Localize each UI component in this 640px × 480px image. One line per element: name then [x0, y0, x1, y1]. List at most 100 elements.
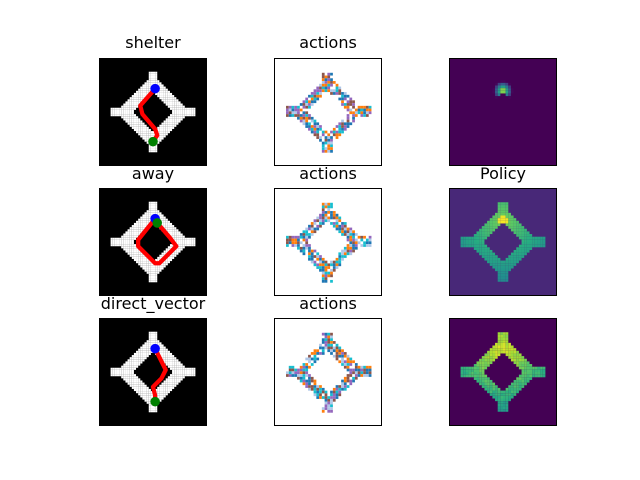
arena-cell [127, 99, 130, 102]
action-cell [330, 393, 333, 397]
value-cell [473, 377, 477, 380]
action-cell [310, 100, 314, 104]
action-cell [349, 374, 353, 377]
action-cell [313, 349, 317, 353]
arena-cell [159, 254, 162, 257]
action-cell [352, 114, 355, 117]
action-cell [324, 78, 328, 82]
action-cell [330, 338, 333, 342]
action-cell [321, 263, 325, 267]
arena-cell [112, 114, 115, 117]
action-cell [343, 94, 347, 98]
action-cell [346, 233, 350, 236]
action-cell [352, 246, 355, 250]
action-cell [330, 213, 333, 217]
arena-cell [131, 367, 134, 370]
action-cell [302, 368, 306, 372]
action-cell [316, 263, 320, 267]
arena-cell [172, 116, 175, 119]
action-cell [308, 224, 311, 228]
action-cell [313, 227, 317, 231]
value-cell [503, 345, 506, 349]
action-cell [360, 108, 364, 112]
action-cell [310, 376, 314, 380]
value-cell [542, 369, 546, 372]
action-cell [288, 371, 292, 375]
action-cell [349, 379, 353, 383]
value-cell [479, 239, 482, 242]
arena-cell [159, 256, 162, 259]
action-cell [330, 149, 333, 153]
action-cell [288, 108, 292, 112]
action-cell [332, 216, 336, 220]
value-cell [508, 88, 511, 91]
action-cell [305, 244, 309, 247]
arena-cell [121, 374, 124, 377]
value-cell [505, 406, 509, 410]
arena-cell [186, 237, 190, 240]
arena-cell [131, 101, 134, 104]
arena-cell [167, 378, 170, 381]
arena-cell [133, 126, 137, 129]
arena-cell [178, 361, 181, 364]
value-cell [495, 265, 498, 269]
action-cell [330, 352, 333, 355]
action-cell [324, 141, 328, 145]
arena-cell [127, 380, 130, 383]
value-cell [537, 374, 541, 378]
value-cell [518, 358, 522, 362]
value-cell [489, 390, 493, 394]
arena-cell [163, 395, 166, 398]
arena-cell [138, 254, 141, 257]
action-cell [308, 246, 311, 250]
arena-cell [155, 273, 158, 276]
arena-cell [159, 88, 162, 91]
value-cell [503, 82, 506, 86]
action-cell [316, 136, 320, 139]
arena-cell [142, 359, 145, 362]
arena-cell [189, 239, 192, 242]
action-cell [310, 363, 314, 366]
arena-cell [131, 365, 134, 368]
arena-cell [174, 107, 177, 110]
arena-cell [180, 233, 183, 236]
arena-cell [144, 395, 147, 398]
arena-cell [127, 120, 130, 123]
arena-cell [112, 242, 115, 245]
action-cell [324, 332, 328, 336]
arena-cell [127, 237, 130, 240]
arena-cell [176, 112, 179, 115]
arena-cell [133, 246, 137, 249]
arena-cell [148, 71, 151, 74]
value-cell [503, 260, 506, 264]
arena-cell [119, 374, 122, 377]
arena-cell [136, 122, 139, 125]
arena-cell [180, 109, 183, 112]
value-cell [540, 236, 543, 240]
value-cell [495, 395, 498, 399]
arena-cell [178, 372, 181, 375]
value-cell [500, 271, 503, 274]
value-cell [497, 220, 501, 224]
action-cell [308, 252, 311, 256]
arena-cell [133, 374, 137, 377]
value-cell [487, 361, 490, 365]
value-cell [521, 242, 525, 245]
arena-cell [142, 92, 145, 96]
arena-cell [112, 369, 115, 372]
value-cell [484, 387, 488, 391]
arena-cell [186, 239, 190, 242]
value-cell [497, 268, 501, 272]
arena-cell [176, 365, 179, 368]
arena-cell [157, 95, 160, 98]
arena-cell [129, 112, 132, 115]
arena-cell [119, 367, 122, 370]
arena-cell [138, 355, 141, 358]
arena-cell [127, 116, 130, 119]
arena-cell [182, 246, 185, 249]
action-cell [319, 352, 322, 355]
value-cell [508, 263, 511, 266]
action-cell [338, 230, 342, 234]
action-cell [352, 244, 355, 247]
arena-cell [182, 112, 185, 115]
